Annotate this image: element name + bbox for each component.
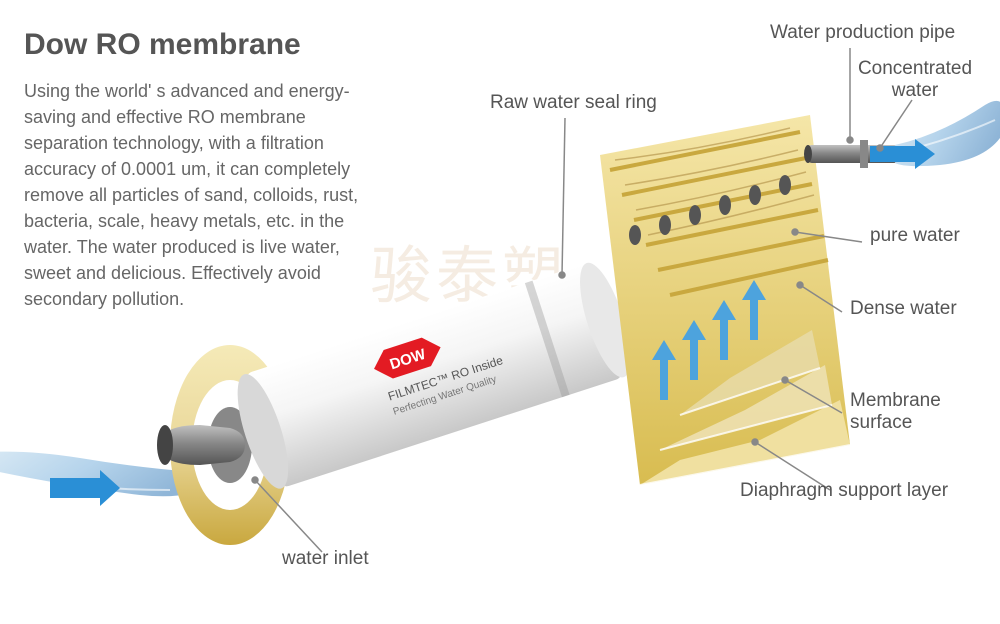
- membrane-cutaway: [600, 115, 850, 485]
- label-diaphragm-support-layer: Diaphragm support layer: [740, 480, 948, 502]
- label-dense-water: Dense water: [850, 298, 957, 320]
- label-water-production-pipe: Water production pipe: [770, 22, 955, 44]
- label-raw-water-seal-ring: Raw water seal ring: [490, 92, 657, 114]
- label-pure-water: pure water: [870, 225, 960, 247]
- label-membrane-surface: Membrane surface: [850, 390, 970, 434]
- label-concentrated-water: Concentrated water: [850, 58, 980, 102]
- label-water-inlet: water inlet: [282, 548, 369, 570]
- description-text: Using the world' s advanced and energy-s…: [24, 78, 384, 312]
- page-title: Dow RO membrane: [24, 28, 301, 62]
